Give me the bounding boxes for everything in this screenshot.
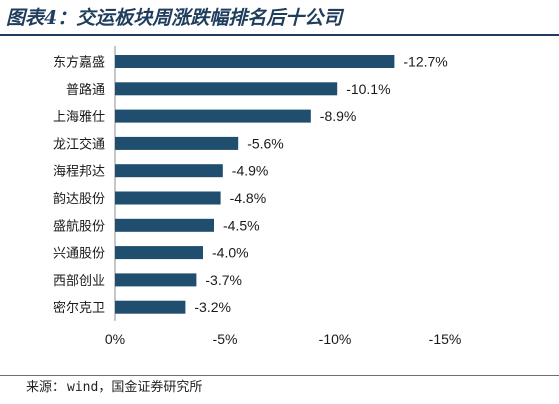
category-label: 普路通 <box>66 82 105 98</box>
data-label: -3.2% <box>194 299 231 315</box>
bar <box>115 191 221 205</box>
x-tick-label: -5% <box>213 331 238 347</box>
bar <box>115 55 395 68</box>
source-label: 来源： <box>26 380 66 395</box>
category-label: 上海雅仕 <box>53 110 105 125</box>
bar <box>115 273 197 287</box>
data-label: -4.8% <box>230 190 267 206</box>
data-label: -8.9% <box>320 108 357 124</box>
data-label: -4.9% <box>232 163 269 179</box>
data-label: -4.0% <box>212 245 249 261</box>
data-label: -4.5% <box>223 217 260 233</box>
bar <box>115 246 203 260</box>
bar <box>115 300 186 314</box>
bar-chart: 东方嘉盛 -12.7% 普路通 -10.1% 上海雅仕 -8.9% 龙江交通 -5.6% 海程邦… <box>53 45 462 347</box>
data-label: -12.7% <box>403 54 447 70</box>
chart-title: 图表4：交运板块周涨跌幅排名后十公司 <box>6 7 343 29</box>
data-label: -5.6% <box>247 135 284 151</box>
data-label: -10.1% <box>346 81 390 97</box>
bar <box>115 82 338 96</box>
category-label: 西部创业 <box>53 274 105 289</box>
source-text: wind，国金证券研究所 <box>67 380 203 395</box>
category-label: 盛航股份 <box>53 218 105 234</box>
bar <box>115 218 214 232</box>
category-label: 东方嘉盛 <box>53 55 105 71</box>
category-label: 兴通股份 <box>53 247 105 262</box>
data-label: -3.7% <box>205 272 242 288</box>
source-note: 来源： wind，国金证券研究所 <box>26 378 202 398</box>
category-label: 密尔克卫 <box>53 300 105 316</box>
x-tick-label: -10% <box>319 331 352 347</box>
x-tick-label: 0% <box>105 331 125 347</box>
bar <box>115 164 223 178</box>
category-label: 海程邦达 <box>53 165 105 180</box>
title-divider <box>0 34 559 36</box>
x-tick-label: -15% <box>429 331 462 347</box>
source-divider <box>0 375 559 376</box>
category-label: 龙江交通 <box>53 136 105 152</box>
bar <box>115 109 311 123</box>
category-label: 韵达股份 <box>53 192 105 207</box>
bar <box>115 136 239 150</box>
